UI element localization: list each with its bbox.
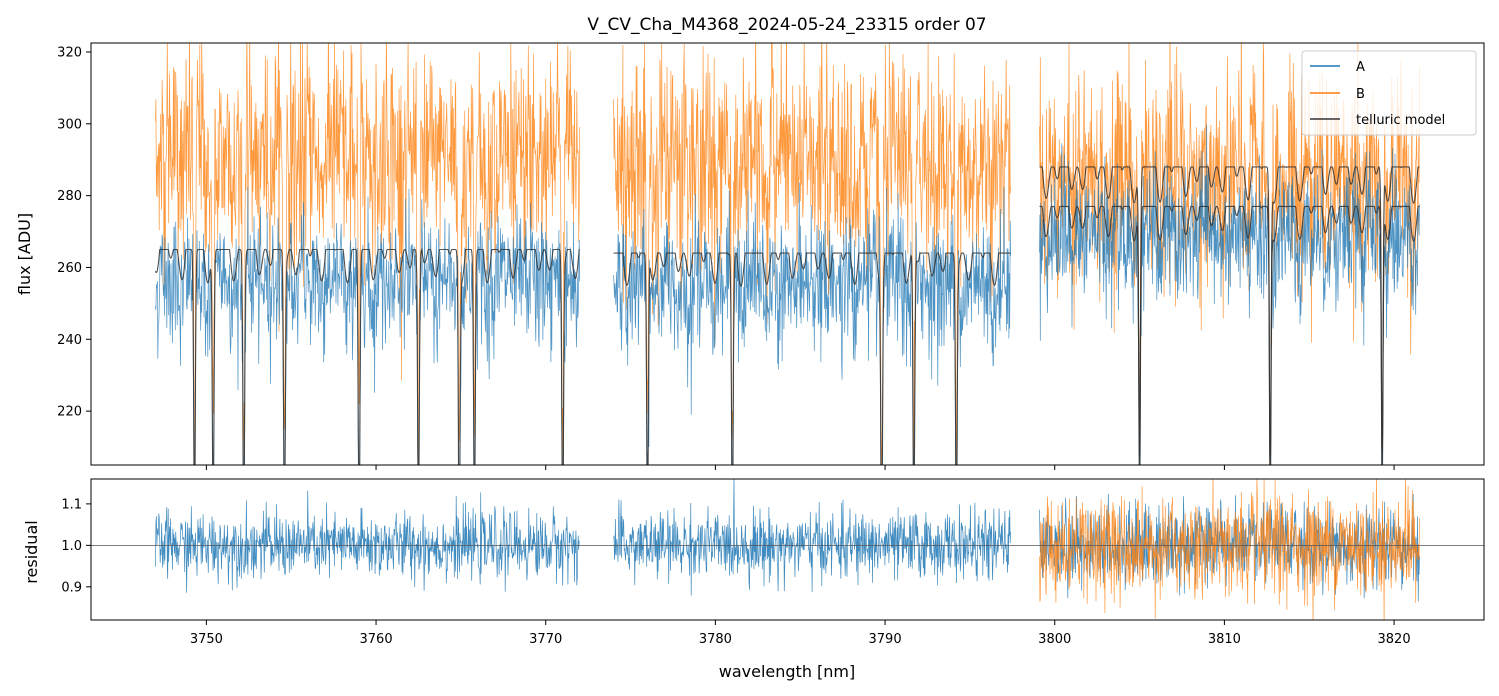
legend-box [1301, 50, 1477, 136]
residual-ytick-label: 0.9 [61, 580, 82, 595]
xtick-label: 3810 [1208, 632, 1241, 647]
xtick-label: 3780 [699, 632, 732, 647]
xtick-label: 3790 [869, 632, 902, 647]
residual-axes-frame [90, 478, 1485, 621]
flux-ytick-label: 280 [57, 189, 82, 204]
xtick-label: 3820 [1378, 632, 1411, 647]
xtick-label: 3750 [190, 632, 223, 647]
xlabel: wavelength [nm] [719, 662, 856, 681]
legend-label-a: A [1356, 60, 1365, 75]
legend: A B telluric model [1301, 50, 1477, 136]
flux-ytick-label: 320 [57, 45, 82, 60]
telluric-model-segment-2 [1039, 166, 1420, 457]
series-a-segment-0 [155, 186, 581, 465]
flux-ylabel: flux [ADU] [15, 213, 34, 295]
residual-b-segment-2 [1039, 479, 1420, 620]
flux-ytick-label: 240 [57, 333, 82, 348]
series-a-segment-1 [613, 182, 1011, 465]
xtick-label: 3800 [1038, 632, 1071, 647]
flux-ytick-label: 220 [57, 405, 82, 420]
telluric-model-lower-segment-2 [1039, 205, 1420, 465]
xtick-label: 3770 [529, 632, 562, 647]
flux-ytick-label: 260 [57, 261, 82, 276]
residual-ytick-label: 1.0 [61, 539, 82, 554]
residual-ylabel: residual [22, 520, 41, 583]
chart-title: V_CV_Cha_M4368_2024-05-24_23315 order 07 [587, 15, 986, 35]
residual-a-segment-1 [613, 479, 1011, 596]
residual-panel: 0.9 1.0 1.1 3750 3760 3770 3780 3790 3800 3810 38… [22, 478, 1485, 681]
residual-ytick-label: 1.1 [61, 497, 82, 512]
residual-a-segment-0 [155, 490, 580, 593]
xtick-label: 3760 [360, 632, 393, 647]
series-a-segment-2 [1039, 124, 1420, 465]
legend-label-b: B [1356, 87, 1365, 102]
flux-panel: 220 240 260 280 300 320 flux [ADU] A B tellur… [15, 42, 1485, 470]
legend-label-telluric: telluric model [1356, 113, 1445, 128]
telluric-model-segment-0 [154, 247, 580, 465]
flux-ytick-label: 300 [57, 117, 82, 132]
flux-axes-frame [90, 42, 1485, 466]
series-b-segment-0 [155, 43, 581, 465]
telluric-model-segment-1 [613, 252, 1011, 465]
series-b-segment-1 [613, 43, 1011, 465]
